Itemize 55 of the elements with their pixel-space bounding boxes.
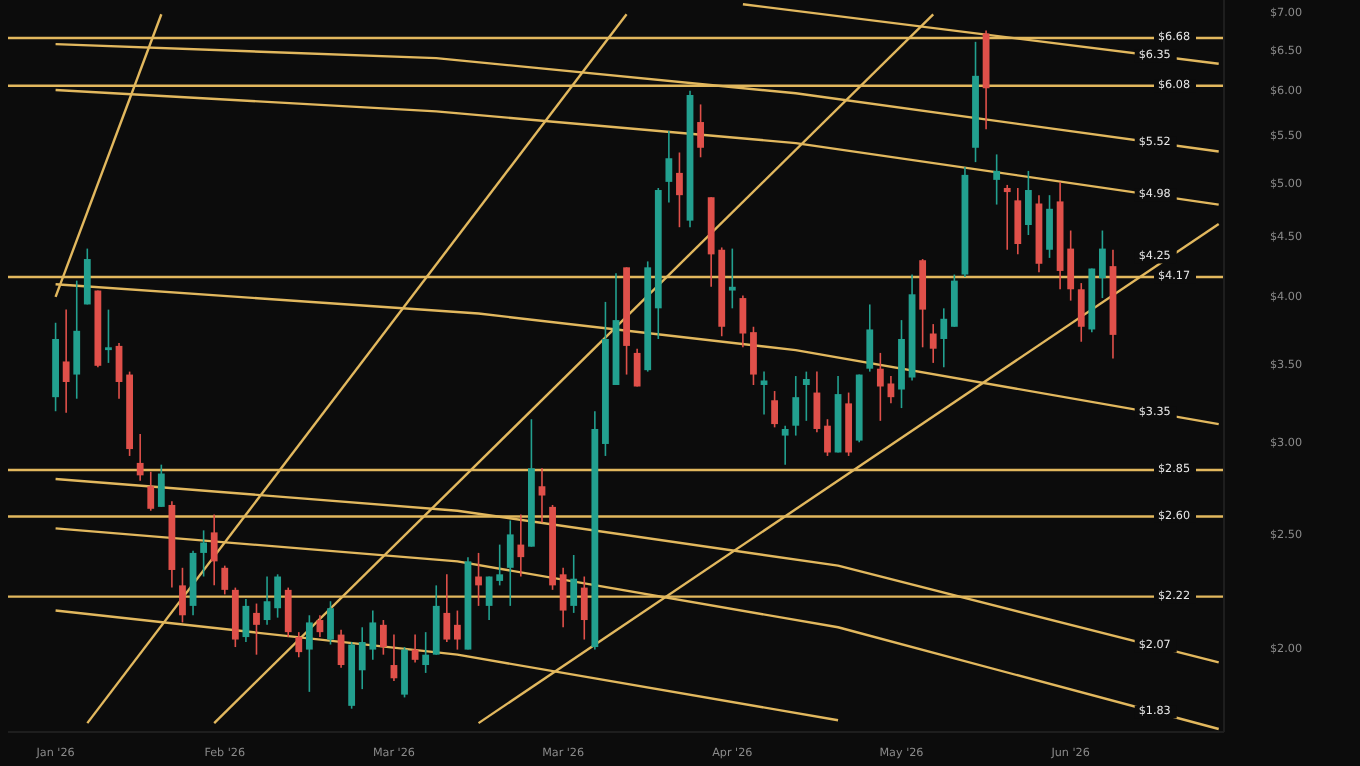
candlestick — [475, 552, 482, 607]
candlestick — [105, 308, 112, 364]
candlestick — [221, 564, 229, 596]
candlestick — [866, 303, 874, 373]
candlestick — [697, 103, 704, 159]
candlestick — [750, 325, 757, 386]
candlestick — [200, 529, 208, 578]
candlestick — [728, 247, 736, 310]
candlestick — [253, 602, 260, 656]
candlestick — [950, 273, 958, 328]
candlestick — [1014, 187, 1022, 256]
candlestick — [136, 433, 144, 482]
candlestick — [665, 130, 673, 204]
candlestick — [62, 308, 70, 414]
candlestick — [739, 294, 747, 349]
candlestick — [676, 151, 683, 228]
candlestick — [929, 323, 937, 364]
candlestick — [295, 631, 303, 659]
candlestick — [379, 619, 387, 656]
candlestick — [147, 470, 155, 512]
candlestick — [1099, 229, 1106, 299]
candlestick — [538, 467, 546, 524]
candlestick — [284, 586, 292, 638]
candlestick — [157, 463, 165, 508]
candlestick — [802, 370, 810, 422]
candlestick — [1024, 170, 1032, 236]
candlestick — [453, 609, 461, 651]
candlestick — [506, 519, 514, 607]
candlestick — [580, 575, 588, 641]
candlestick — [327, 600, 334, 646]
candlestick — [210, 513, 218, 587]
candlestick — [305, 614, 313, 693]
candlestick — [443, 573, 451, 643]
candlestick — [993, 153, 1001, 206]
candlestick — [422, 631, 430, 674]
candlestick — [940, 307, 948, 369]
candlestick — [1046, 194, 1053, 259]
candlestick — [876, 352, 884, 422]
candlestick — [887, 375, 895, 405]
candlestick — [570, 554, 578, 614]
candlestick — [792, 375, 800, 437]
candlestick — [401, 646, 408, 699]
candlestick — [274, 573, 282, 619]
candlestick — [1003, 184, 1011, 251]
candlestick — [179, 567, 186, 624]
candlestick — [1077, 282, 1085, 343]
candlestick — [781, 424, 789, 466]
candlestick — [83, 247, 91, 306]
candlestick — [559, 567, 567, 629]
candlestick — [73, 279, 81, 400]
candlestick — [824, 418, 831, 457]
candlestick — [633, 347, 641, 388]
candlestick — [760, 370, 768, 416]
candlestick — [517, 513, 525, 578]
candlestick — [771, 390, 779, 429]
